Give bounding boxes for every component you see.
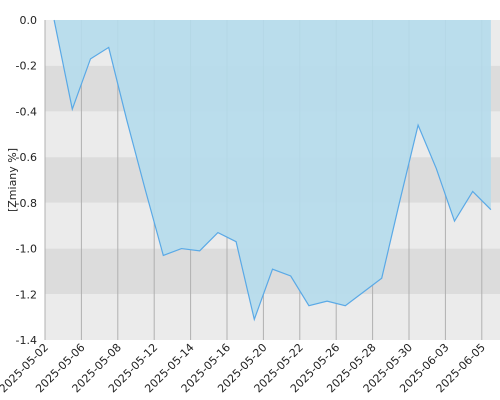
y-tick-label: -1.0 <box>16 243 37 256</box>
background-band <box>45 294 500 340</box>
y-tick-label: -1.2 <box>16 288 37 301</box>
line <box>53 19 492 322</box>
y-axis-label: [Zmiany %] <box>6 148 19 212</box>
y-tick-label: -0.2 <box>16 60 37 73</box>
y-tick-label: 0.0 <box>20 14 38 27</box>
area-fill <box>54 20 491 320</box>
y-tick-label: -0.4 <box>16 105 37 118</box>
y-tick-label: -1.4 <box>16 334 37 347</box>
y-tick-label: -0.8 <box>16 197 37 210</box>
y-tick-label: -0.6 <box>16 151 37 164</box>
